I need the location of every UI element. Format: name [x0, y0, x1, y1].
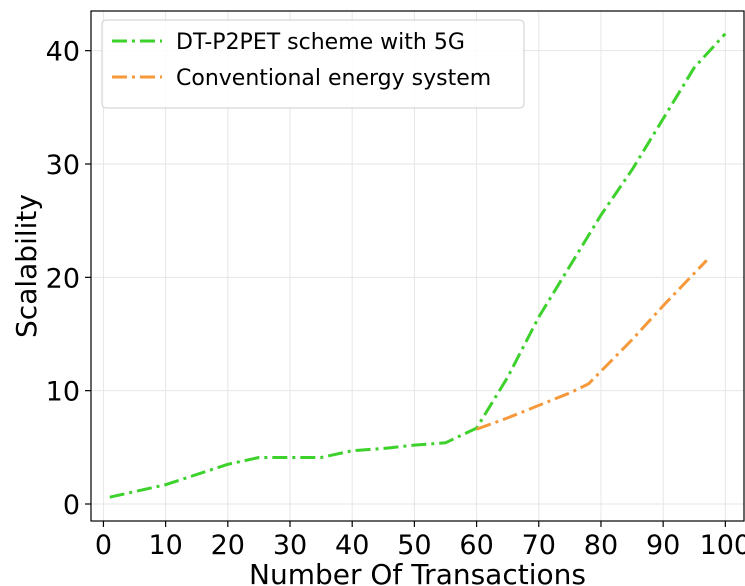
plot-frame — [90, 10, 745, 522]
legend-label-1: Conventional energy system — [176, 66, 491, 91]
y-tick-label: 20 — [46, 263, 80, 294]
x-axis-label: Number Of Transactions — [249, 558, 586, 586]
y-axis: 0 10 20 30 40 — [46, 37, 91, 521]
x-tick-label: 0 — [95, 530, 112, 561]
series-layer — [109, 32, 727, 499]
x-tick-label: 30 — [273, 530, 307, 561]
y-tick-label: 40 — [46, 37, 80, 68]
x-tick-label: 20 — [211, 530, 245, 561]
x-tick-label: 90 — [646, 530, 680, 561]
series-line-1 — [476, 259, 708, 431]
x-tick-label: 10 — [148, 530, 182, 561]
x-tick-label: 80 — [584, 530, 618, 561]
legend: DT-P2PET scheme with 5G Conventional ener… — [101, 19, 525, 109]
x-tick-label: 50 — [397, 530, 431, 561]
y-tick-label: 0 — [63, 490, 80, 521]
x-tick-label: 60 — [459, 530, 493, 561]
legend-label-0: DT-P2PET scheme with 5G — [176, 30, 465, 55]
x-tick-label: 70 — [522, 530, 556, 561]
series-line-0 — [109, 32, 727, 499]
x-tick-label: 100 — [700, 530, 745, 561]
legend-box — [101, 19, 525, 109]
x-axis: 0 10 20 30 40 50 60 70 80 90 100 — [95, 521, 745, 561]
y-tick-label: 10 — [46, 377, 80, 408]
y-axis-label: Scalability — [10, 194, 43, 338]
x-tick-label: 40 — [335, 530, 369, 561]
y-tick-label: 30 — [46, 150, 80, 181]
